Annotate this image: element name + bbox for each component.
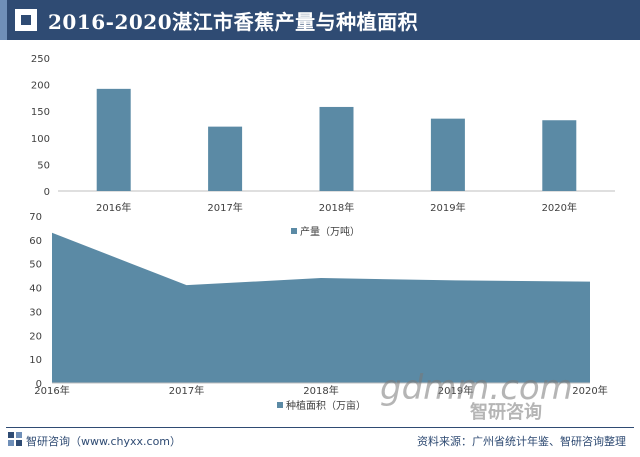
bar-2016年 (96, 88, 131, 191)
bar-y-tick-label: 150 (31, 107, 50, 118)
area-y-tick-label: 70 (29, 212, 42, 223)
bar-y-tick-label: 200 (31, 81, 50, 92)
area-x-tick-label: 2020年 (572, 384, 607, 397)
bar-y-tick-label: 100 (31, 134, 50, 145)
footer-divider (6, 427, 634, 428)
area-y-tick-label: 20 (29, 331, 42, 342)
area-legend-swatch (277, 402, 283, 408)
bar-legend-swatch (291, 228, 297, 234)
area-y-tick-label: 40 (29, 284, 42, 295)
bar-y-tick-label: 0 (44, 187, 50, 198)
chart-title: 2016-2020湛江市香蕉产量与种植面积 (48, 10, 419, 34)
area-series (52, 232, 590, 383)
area-y-tick-label: 30 (29, 307, 42, 318)
bar-x-tick-label: 2020年 (542, 201, 577, 214)
footer-site: 智研咨询（www.chyxx.com） (26, 435, 182, 448)
bar-legend-label: 产量（万吨） (300, 225, 360, 238)
title-accent (0, 0, 7, 40)
area-legend-label: 种植面积（万亩） (286, 399, 366, 412)
bar-y-tick-label: 50 (37, 160, 50, 171)
footer-source: 资料来源：广州省统计年鉴、智研咨询整理 (417, 435, 626, 448)
bar-2017年 (208, 126, 243, 191)
area-y-tick-label: 0 (36, 379, 42, 390)
area-x-tick-label: 2018年 (303, 384, 338, 397)
bar-2018年 (319, 106, 354, 191)
logo-icon (8, 432, 22, 446)
bar-2019年 (430, 118, 465, 191)
area-y-tick-label: 60 (29, 236, 42, 247)
title-bar: 2016-2020湛江市香蕉产量与种植面积 (0, 0, 640, 40)
area-y-tick-label: 10 (29, 355, 42, 366)
area-x-tick-label: 2016年 (34, 384, 69, 397)
bar-x-tick-label: 2016年 (96, 201, 131, 214)
bar-x-tick-label: 2018年 (319, 201, 354, 214)
watermark-brand: 智研咨询 (470, 402, 542, 423)
bar-2020年 (542, 120, 577, 191)
bar-x-tick-label: 2017年 (207, 201, 242, 214)
area-x-tick-label: 2019年 (438, 384, 473, 397)
bar-y-tick-label: 250 (31, 54, 50, 65)
watermark-url: gdmm.com (380, 368, 573, 408)
area-x-tick-label: 2017年 (169, 384, 204, 397)
area-y-tick-label: 50 (29, 260, 42, 271)
title-square-icon (15, 9, 37, 31)
bar-x-tick-label: 2019年 (430, 201, 465, 214)
